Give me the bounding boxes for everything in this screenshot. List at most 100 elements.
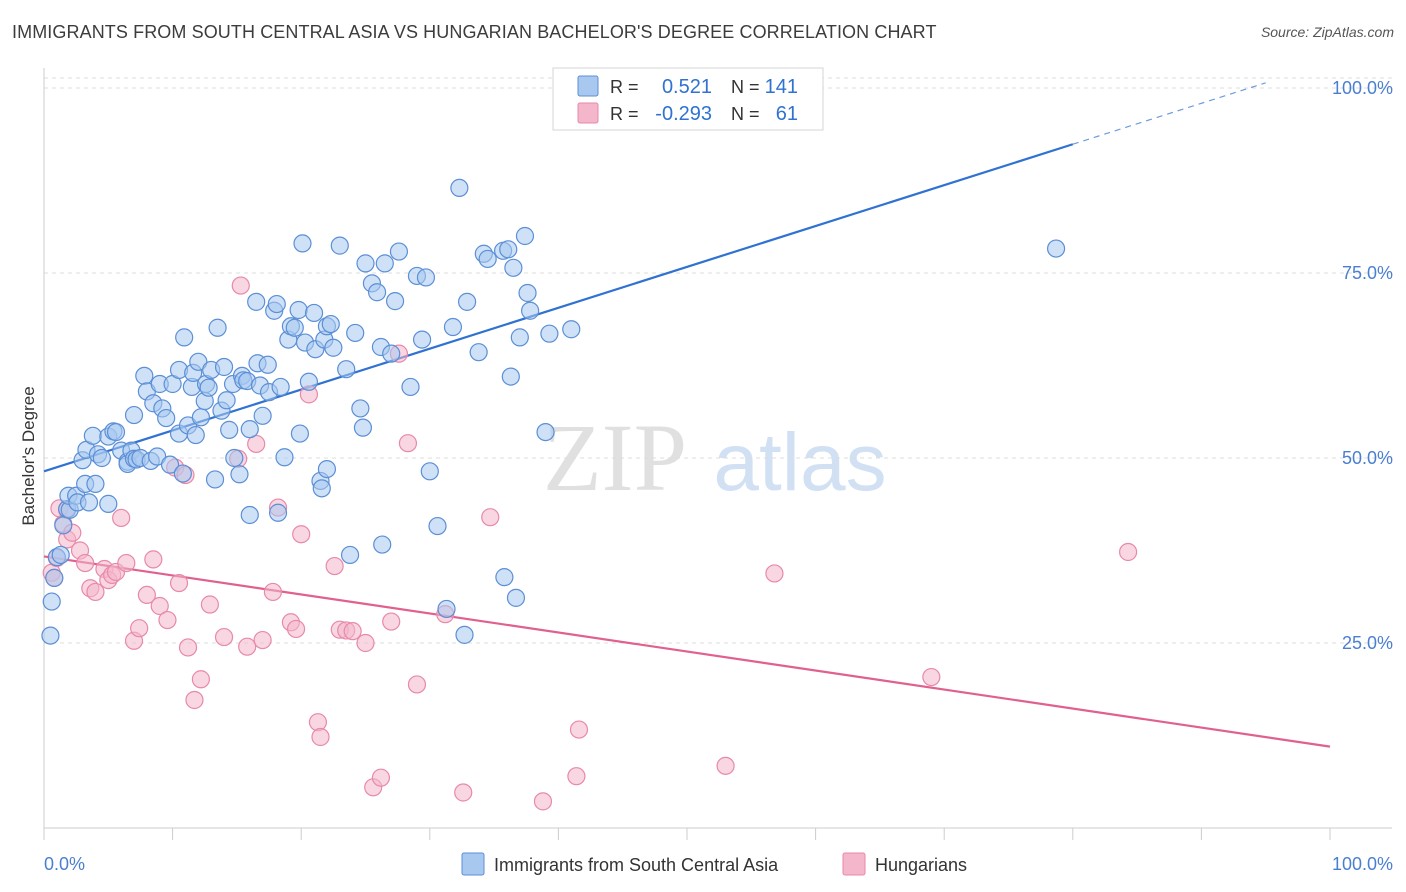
south-central-asia-point-115 bbox=[416, 268, 436, 287]
stats-r-label-1: R = bbox=[610, 77, 639, 97]
south-central-asia-point-114 bbox=[412, 330, 432, 349]
stats-r-value-1: 0.521 bbox=[662, 76, 712, 98]
hungarians-point-33 bbox=[231, 276, 250, 295]
hungarians-point-60 bbox=[567, 767, 586, 786]
hungarians-point-21 bbox=[144, 550, 163, 569]
hungarians-point-36 bbox=[253, 630, 272, 650]
hungarians-point-51 bbox=[371, 768, 391, 787]
south-central-asia-point-67 bbox=[240, 505, 259, 525]
y-tick-label-25: 25.0% bbox=[1342, 633, 1393, 653]
hungarians-point-16 bbox=[112, 508, 131, 528]
y-tick-labels: 25.0% 50.0% 75.0% 100.0% bbox=[1332, 78, 1393, 653]
south-central-asia-point-16 bbox=[86, 474, 105, 493]
south-central-asia-point-85 bbox=[293, 234, 312, 253]
south-central-asia-point-15 bbox=[83, 426, 102, 445]
south-central-asia-point-117 bbox=[428, 516, 447, 536]
stats-n-value-1: 141 bbox=[765, 76, 798, 98]
south-central-asia-point-39 bbox=[160, 455, 180, 474]
trend-line-south-central-asia-extension bbox=[1072, 82, 1266, 145]
south-central-asia-point-43 bbox=[173, 464, 192, 483]
south-central-asia-point-50 bbox=[191, 408, 210, 427]
south-central-asia-point-116 bbox=[420, 462, 439, 481]
axes bbox=[43, 68, 1392, 829]
hungarians-point-65 bbox=[1118, 542, 1138, 562]
south-central-asia-point-78 bbox=[271, 377, 290, 397]
south-central-asia-points bbox=[41, 178, 1066, 645]
hungarians-point-40 bbox=[286, 619, 306, 639]
south-central-asia-point-62 bbox=[225, 448, 244, 468]
hungarians-point-58 bbox=[481, 508, 500, 527]
south-central-asia-point-76 bbox=[267, 294, 286, 314]
south-central-asia-point-137 bbox=[540, 324, 559, 343]
hungarians-point-61 bbox=[569, 720, 589, 739]
y-tick-label-75: 75.0% bbox=[1342, 263, 1393, 283]
south-central-asia-point-77 bbox=[268, 503, 288, 522]
south-central-asia-point-108 bbox=[375, 254, 394, 273]
south-central-asia-point-127 bbox=[495, 568, 514, 587]
hungarians-point-17 bbox=[117, 553, 136, 573]
south-central-asia-point-129 bbox=[501, 367, 520, 386]
south-central-asia-point-105 bbox=[367, 283, 387, 302]
south-central-asia-point-20 bbox=[99, 494, 118, 513]
x-ticks bbox=[43, 828, 1331, 840]
hungarians-point-52 bbox=[382, 612, 401, 631]
south-central-asia-point-135 bbox=[521, 301, 540, 320]
south-central-asia-point-102 bbox=[353, 418, 373, 437]
stats-legend-swatch-blue bbox=[577, 75, 599, 97]
south-central-asia-point-128 bbox=[499, 240, 518, 259]
south-central-asia-point-88 bbox=[304, 303, 324, 323]
south-central-asia-point-132 bbox=[510, 328, 529, 347]
south-central-asia-point-107 bbox=[373, 535, 392, 554]
south-central-asia-point-103 bbox=[356, 254, 375, 273]
trend-lines bbox=[43, 82, 1331, 748]
south-central-asia-point-79 bbox=[275, 448, 294, 467]
hungarians-point-30 bbox=[200, 595, 219, 614]
south-central-asia-point-111 bbox=[389, 242, 409, 261]
south-central-asia-point-96 bbox=[324, 338, 343, 357]
hungarians-point-23 bbox=[158, 610, 177, 630]
south-central-asia-point-131 bbox=[506, 588, 526, 607]
hungarians-point-54 bbox=[398, 434, 418, 453]
south-central-asia-point-72 bbox=[253, 406, 272, 425]
south-central-asia-point-58 bbox=[214, 357, 234, 377]
south-central-asia-point-60 bbox=[220, 420, 239, 439]
south-central-asia-point-2 bbox=[45, 568, 64, 587]
hungarians-points bbox=[42, 276, 1138, 811]
south-central-asia-point-53 bbox=[199, 378, 218, 397]
hungarians-point-29 bbox=[191, 670, 210, 689]
watermark-atlas: atlas bbox=[713, 417, 886, 508]
hungarians-point-57 bbox=[454, 783, 473, 802]
south-central-asia-point-119 bbox=[443, 317, 463, 337]
hungarians-point-34 bbox=[238, 637, 257, 656]
stats-n-label-1: N = bbox=[731, 77, 760, 97]
x-tick-label-0: 0.0% bbox=[44, 854, 85, 874]
south-central-asia-point-56 bbox=[208, 318, 227, 337]
south-central-asia-point-122 bbox=[457, 292, 477, 311]
hungarians-point-28 bbox=[185, 690, 204, 710]
south-central-asia-point-134 bbox=[518, 283, 537, 303]
hungarians-point-22 bbox=[150, 596, 169, 616]
hungarians-point-63 bbox=[765, 564, 784, 583]
hungarians-point-43 bbox=[308, 713, 328, 732]
south-central-asia-point-48 bbox=[186, 425, 205, 445]
south-central-asia-point-13 bbox=[79, 493, 99, 512]
south-central-asia-point-101 bbox=[351, 399, 370, 418]
south-central-asia-point-83 bbox=[289, 300, 308, 320]
hungarians-point-62 bbox=[716, 756, 735, 775]
y-axis-title: Bachelor's Degree bbox=[19, 386, 38, 525]
south-central-asia-point-91 bbox=[312, 479, 331, 498]
hungarians-point-41 bbox=[292, 525, 311, 544]
legend-swatch-hungarians bbox=[842, 852, 866, 876]
stats-n-label-2: N = bbox=[731, 104, 760, 124]
south-central-asia-point-55 bbox=[205, 470, 225, 489]
south-central-asia-point-69 bbox=[247, 292, 266, 311]
hungarians-point-37 bbox=[263, 582, 283, 602]
south-central-asia-point-4 bbox=[51, 545, 70, 565]
stats-n-value-2: 61 bbox=[776, 103, 798, 125]
chart-title: IMMIGRANTS FROM SOUTH CENTRAL ASIA VS HU… bbox=[12, 22, 937, 42]
hungarians-point-11 bbox=[86, 582, 105, 602]
south-central-asia-point-63 bbox=[230, 465, 249, 484]
hungarians-point-31 bbox=[214, 627, 234, 647]
hungarians-point-27 bbox=[178, 638, 198, 657]
